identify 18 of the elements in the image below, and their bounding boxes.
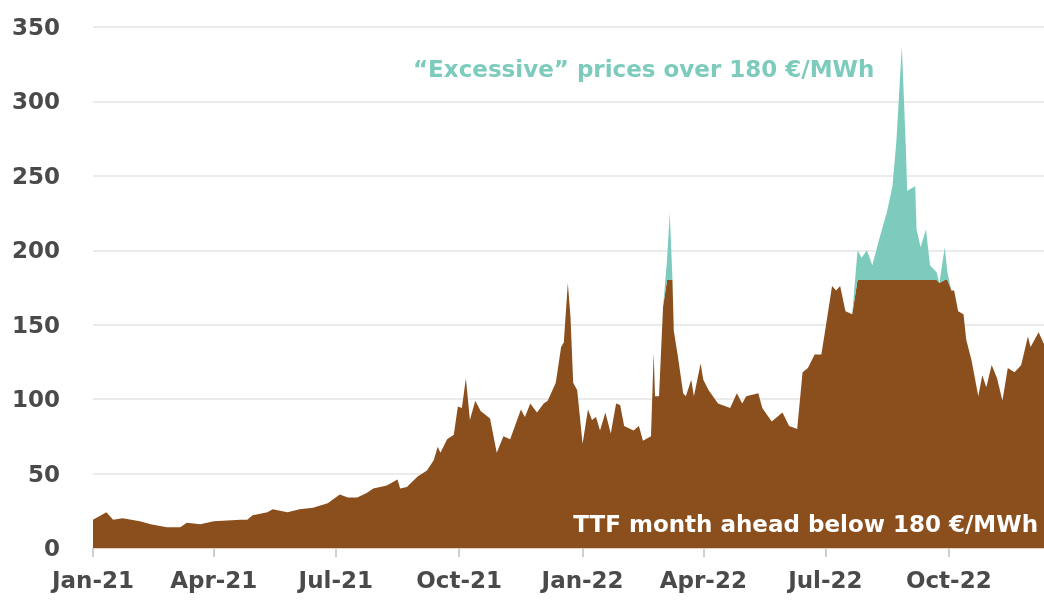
y-tick-label: 100 xyxy=(11,386,60,413)
x-tick-label: Jul-22 xyxy=(786,566,863,593)
y-tick-label: 0 xyxy=(43,535,60,561)
series-label: “Excessive” prices over 180 €/MWh xyxy=(413,55,875,82)
x-tick-label: Jan-22 xyxy=(539,566,624,593)
x-tick-label: Jul-21 xyxy=(296,566,373,593)
y-tick-label: 50 xyxy=(27,460,60,487)
x-tick-label: Apr-22 xyxy=(659,566,747,593)
series-label: TTF month ahead below 180 €/MWh xyxy=(573,510,1038,537)
x-tick-label: Oct-21 xyxy=(416,566,503,593)
x-tick-label: Jan-21 xyxy=(49,566,135,593)
x-tick-label: Apr-21 xyxy=(170,566,258,593)
y-tick-label: 300 xyxy=(11,88,60,115)
y-tick-label: 200 xyxy=(11,237,60,264)
y-tick-label: 350 xyxy=(11,14,60,40)
y-tick-label: 150 xyxy=(11,311,60,338)
x-tick-label: Oct-22 xyxy=(905,566,992,593)
y-tick-label: 250 xyxy=(11,162,60,189)
